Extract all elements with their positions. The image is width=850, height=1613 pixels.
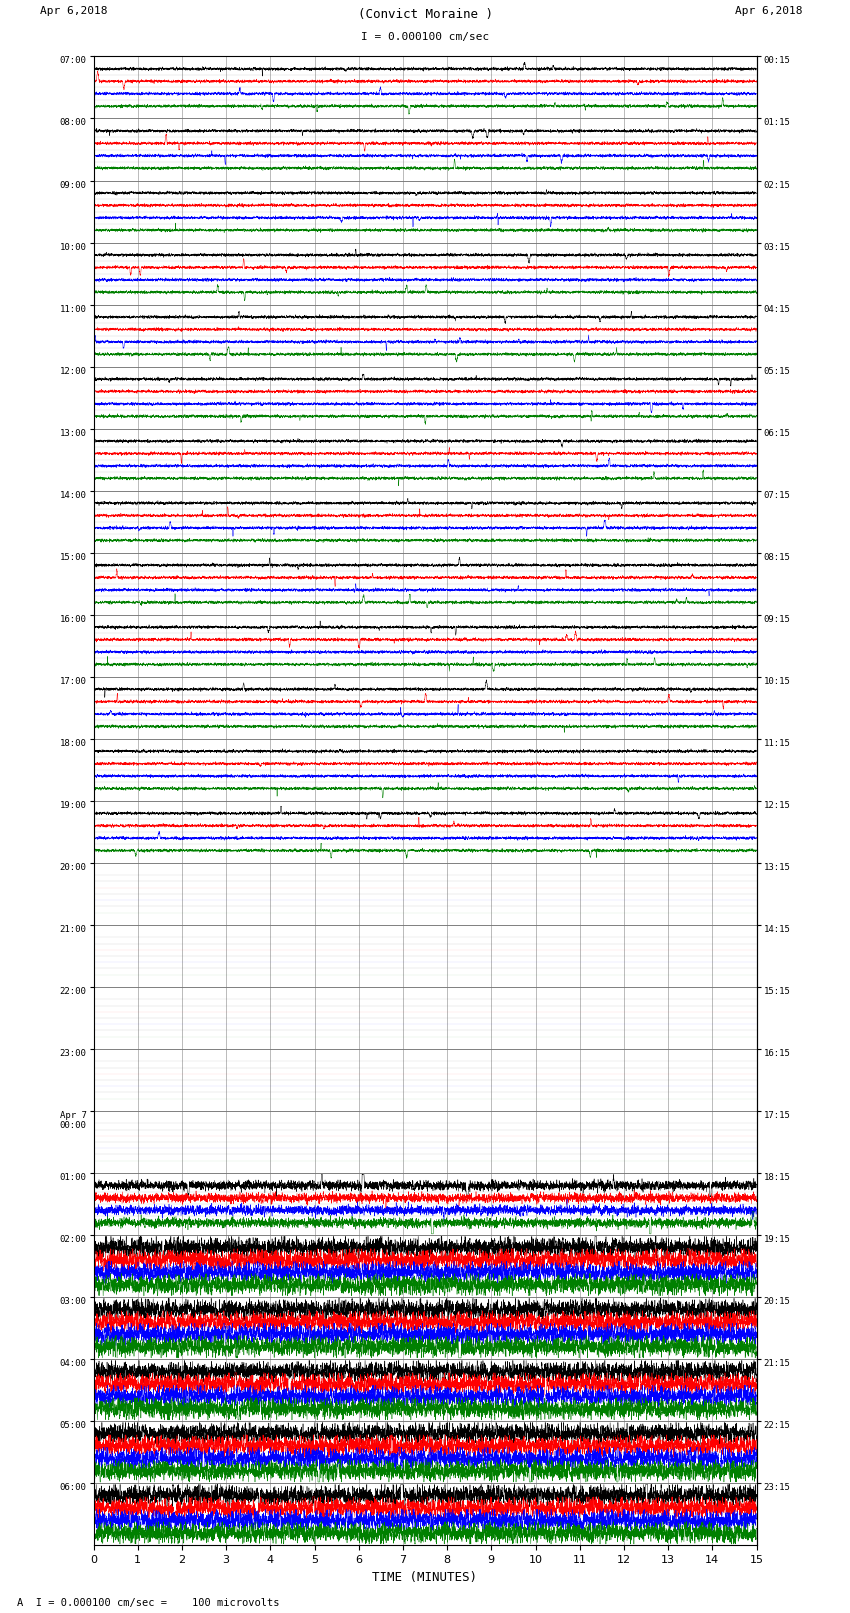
Text: I = 0.000100 cm/sec: I = 0.000100 cm/sec bbox=[361, 32, 489, 42]
Text: Apr 6,2018: Apr 6,2018 bbox=[735, 6, 803, 16]
X-axis label: TIME (MINUTES): TIME (MINUTES) bbox=[372, 1571, 478, 1584]
Text: A  I = 0.000100 cm/sec =    100 microvolts: A I = 0.000100 cm/sec = 100 microvolts bbox=[17, 1598, 280, 1608]
Text: Apr 6,2018: Apr 6,2018 bbox=[41, 6, 108, 16]
Text: (Convict Moraine ): (Convict Moraine ) bbox=[358, 8, 492, 21]
